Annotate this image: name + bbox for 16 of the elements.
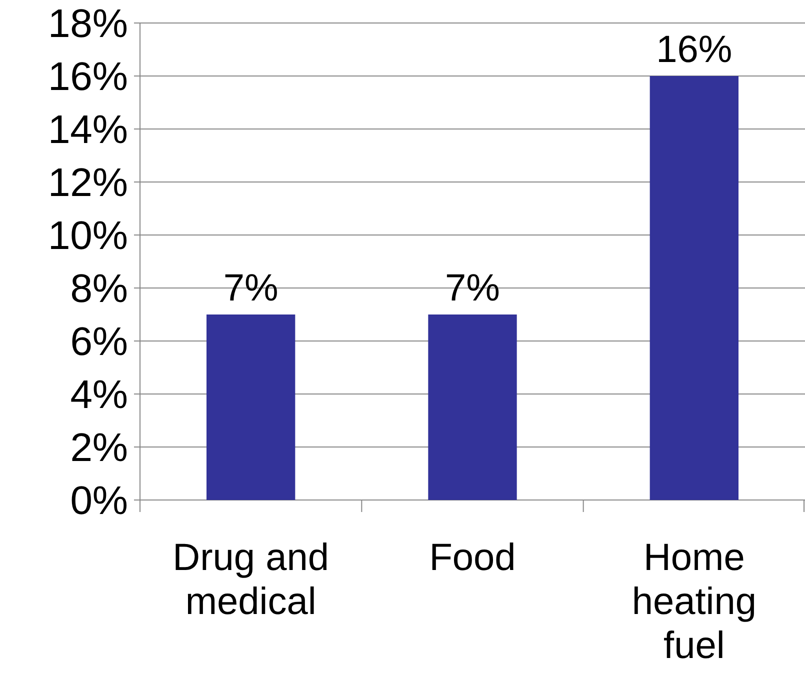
y-tick-label: 0%: [70, 479, 128, 523]
x-tick-label: Home heating fuel: [632, 537, 757, 667]
y-tick-label: 6%: [70, 320, 128, 364]
y-tick-label: 4%: [70, 373, 128, 417]
y-tick-label: 8%: [70, 267, 128, 311]
data-label: 7%: [223, 268, 278, 310]
data-label: 7%: [445, 268, 500, 310]
x-tick-label: Drug and medical: [172, 537, 329, 623]
y-tick-label: 2%: [70, 426, 128, 470]
y-tick-label: 16%: [48, 55, 128, 99]
x-tick-label: Food: [429, 537, 516, 579]
y-tick-label: 18%: [48, 2, 128, 46]
y-tick-label: 14%: [48, 108, 128, 152]
y-tick-label: 10%: [48, 214, 128, 258]
y-tick-label: 12%: [48, 161, 128, 205]
data-label: 16%: [656, 29, 732, 71]
